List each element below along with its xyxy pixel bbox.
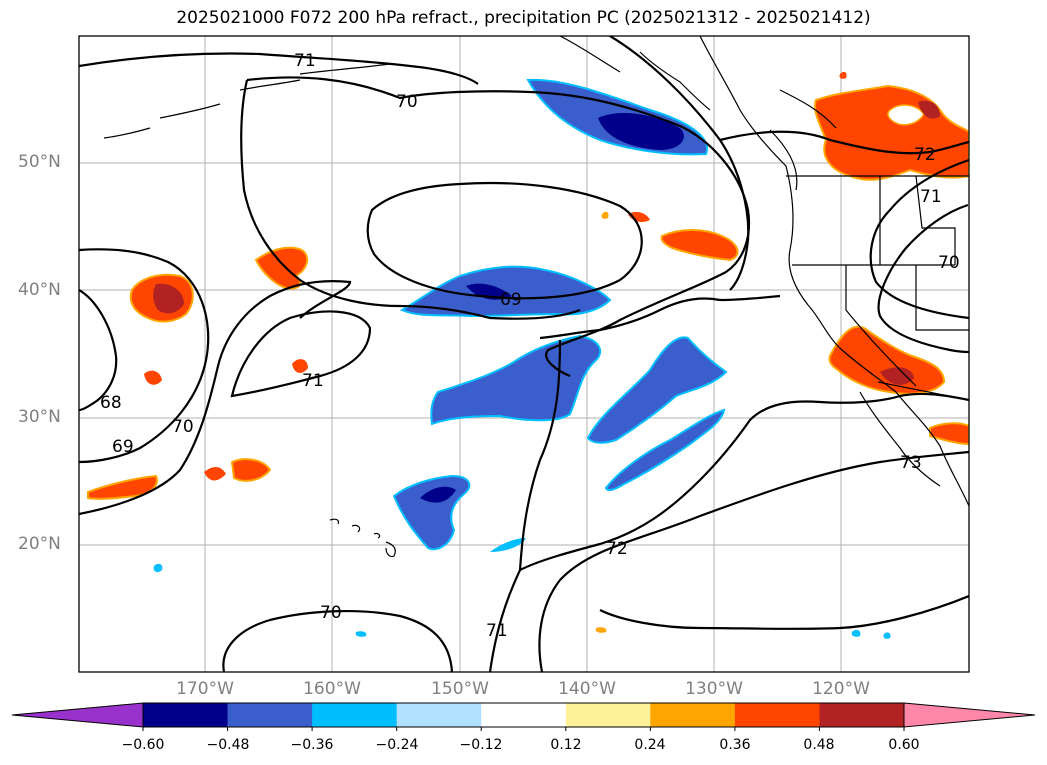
lon-label: 130°W — [685, 679, 743, 699]
contour-label: 70 — [938, 253, 960, 273]
lat-label: 20°N — [18, 534, 61, 554]
contour-70-b — [240, 79, 581, 320]
contour-label: 68 — [100, 393, 122, 413]
contour-72-ne — [719, 130, 969, 155]
colorbar — [11, 702, 1036, 731]
lon-label: 160°W — [303, 679, 361, 699]
contour-70-south — [222, 609, 454, 672]
contour-71-ne — [609, 36, 750, 291]
contour-label: 72 — [606, 539, 628, 559]
precip-negative-areas — [153, 78, 891, 639]
colorbar-tick-label: −0.12 — [459, 737, 503, 753]
colorbar-segment — [143, 703, 229, 727]
colorbar-tick-label: −0.36 — [290, 737, 334, 753]
lon-label: 170°W — [176, 679, 234, 699]
contour-69-center — [366, 181, 643, 300]
colorbar-segment — [481, 703, 567, 727]
colorbar-segments — [143, 703, 905, 727]
colorbar-tick-label: 0.60 — [888, 737, 920, 753]
contour-73 — [538, 450, 969, 672]
coastlines — [103, 36, 969, 558]
contour-label: 71 — [294, 51, 316, 71]
lon-label: 120°W — [812, 679, 870, 699]
contour-label: 69 — [112, 437, 134, 457]
contour-70-west — [79, 280, 352, 516]
colorbar-extend-high — [903, 702, 1036, 728]
colorbar-segment — [565, 703, 651, 727]
contour-label: 70 — [320, 603, 342, 623]
lon-label: 150°W — [431, 679, 489, 699]
lat-label: 40°N — [18, 280, 61, 300]
colorbar-segment — [819, 703, 905, 727]
height-contours — [79, 36, 969, 672]
contour-label: 73 — [900, 453, 922, 473]
contour-label: 71 — [302, 371, 324, 391]
contour-71-mid — [539, 294, 781, 340]
colorbar-tick-label: −0.24 — [375, 737, 419, 753]
contour-label: 70 — [172, 417, 194, 437]
contour-label: 70 — [396, 92, 418, 112]
colorbar-tick-label: 0.36 — [719, 737, 751, 753]
contour-72-south — [519, 392, 969, 571]
lat-label: 30°N — [18, 407, 61, 427]
contour-73-south — [599, 594, 969, 630]
contour-label: 71 — [486, 621, 508, 641]
colorbar-segment — [396, 703, 482, 727]
colorbar-segment — [734, 703, 820, 727]
lon-label: 140°W — [558, 679, 616, 699]
map-title: 2025021000 F072 200 hPa refract., precip… — [176, 8, 871, 28]
contour-label: 71 — [920, 187, 942, 207]
contour-68-west — [79, 289, 118, 412]
colorbar-segment — [312, 703, 398, 727]
colorbar-tick-label: −0.60 — [121, 737, 165, 753]
contour-71-west — [230, 310, 372, 398]
colorbar-tick-label: −0.48 — [206, 737, 250, 753]
colorbar-extend-low — [11, 702, 144, 728]
lat-label: 50°N — [18, 152, 61, 172]
contour-71-east — [869, 158, 969, 320]
contour-label: 69 — [500, 290, 522, 310]
colorbar-frame — [142, 702, 905, 728]
colorbar-segment — [227, 703, 313, 727]
colorbar-tick-label: 0.24 — [634, 737, 666, 753]
contour-71-south — [488, 339, 562, 672]
precip-positive-areas — [87, 71, 969, 633]
contour-69-west — [79, 248, 210, 464]
colorbar-segment — [650, 703, 736, 727]
contour-71-north — [79, 52, 479, 85]
contour-labels: 71 70 69 71 68 69 70 72 70 71 72 71 70 7… — [100, 51, 960, 641]
map-frame — [78, 35, 970, 673]
contour-70-east — [877, 203, 969, 354]
colorbar-tick-label: 0.48 — [803, 737, 835, 753]
contour-label: 72 — [914, 145, 936, 165]
colorbar-tick-label: 0.12 — [550, 737, 582, 753]
